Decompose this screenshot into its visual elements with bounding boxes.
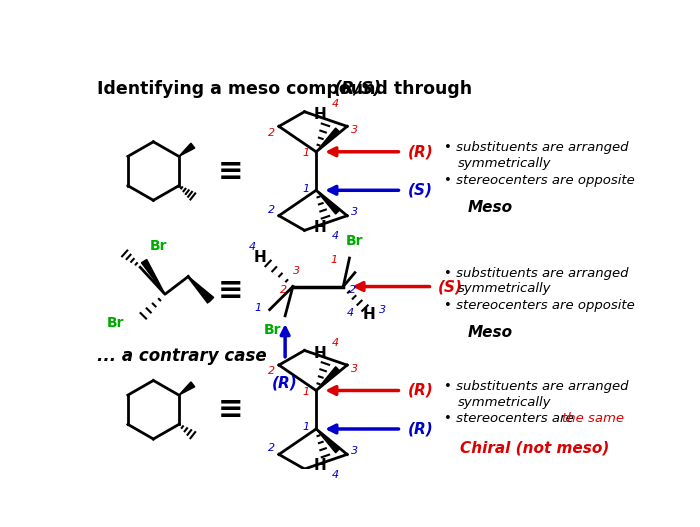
Text: symmetrically: symmetrically (458, 157, 552, 170)
Text: 1: 1 (303, 148, 310, 158)
Text: 1: 1 (255, 303, 262, 313)
Text: • stereocenters are: • stereocenters are (444, 413, 578, 425)
Text: H: H (314, 346, 326, 361)
Text: • substituents are arranged: • substituents are arranged (444, 141, 629, 154)
Text: 4: 4 (332, 470, 339, 480)
Text: ≡: ≡ (218, 157, 244, 186)
Text: 2: 2 (268, 128, 275, 138)
Text: symmetrically: symmetrically (458, 396, 552, 408)
Text: (R): (R) (272, 375, 298, 390)
Text: H: H (363, 307, 375, 322)
Text: 1: 1 (303, 387, 310, 397)
Polygon shape (179, 382, 195, 395)
Text: 2: 2 (279, 286, 287, 296)
Text: the same: the same (562, 413, 624, 425)
Text: H: H (314, 458, 326, 473)
Text: Meso: Meso (468, 200, 512, 216)
Text: (R): (R) (407, 422, 433, 436)
Text: • substituents are arranged: • substituents are arranged (444, 267, 629, 280)
Text: 3: 3 (293, 266, 300, 276)
Text: ≡: ≡ (218, 395, 244, 424)
Text: 2: 2 (349, 286, 356, 296)
Polygon shape (188, 277, 214, 302)
Text: (S): (S) (407, 183, 433, 198)
Text: (R): (R) (407, 144, 433, 159)
Text: 3: 3 (379, 305, 386, 315)
Text: 2: 2 (268, 443, 275, 453)
Text: (R): (R) (407, 383, 433, 398)
Text: 4: 4 (249, 241, 256, 251)
Text: 4: 4 (332, 231, 339, 241)
Text: 2: 2 (268, 366, 275, 376)
Text: 1: 1 (303, 423, 310, 433)
Text: 3: 3 (351, 364, 358, 374)
Text: • substituents are arranged: • substituents are arranged (444, 380, 629, 393)
Text: 2: 2 (268, 204, 275, 214)
Polygon shape (316, 190, 340, 214)
Polygon shape (316, 128, 340, 152)
Text: 3: 3 (351, 125, 358, 135)
Text: ... a contrary case: ... a contrary case (97, 347, 267, 365)
Polygon shape (316, 429, 340, 453)
Text: 3: 3 (351, 207, 358, 217)
Text: (S): (S) (438, 279, 463, 294)
Text: Br: Br (346, 234, 363, 248)
Polygon shape (141, 259, 165, 294)
Text: Meso: Meso (468, 325, 512, 340)
Text: symmetrically: symmetrically (458, 282, 552, 295)
Text: • stereocenters are opposite: • stereocenters are opposite (444, 174, 635, 187)
Text: H: H (254, 250, 267, 265)
Text: Br: Br (263, 324, 281, 337)
Text: 1: 1 (303, 184, 310, 194)
Polygon shape (179, 143, 195, 157)
Text: (R/S): (R/S) (334, 80, 382, 98)
Text: Br: Br (150, 239, 167, 253)
Text: 4: 4 (332, 99, 339, 109)
Polygon shape (316, 367, 340, 391)
Text: Identifying a meso compound through: Identifying a meso compound through (97, 80, 478, 98)
Text: 4: 4 (347, 308, 354, 318)
Text: H: H (314, 220, 326, 235)
Text: 1: 1 (330, 256, 338, 266)
Text: 4: 4 (332, 338, 339, 348)
Text: • stereocenters are opposite: • stereocenters are opposite (444, 299, 635, 313)
Text: Chiral (not meso): Chiral (not meso) (459, 441, 609, 456)
Text: 3: 3 (351, 445, 358, 455)
Text: ≡: ≡ (218, 276, 244, 305)
Text: H: H (314, 108, 326, 122)
Text: Br: Br (106, 316, 124, 330)
